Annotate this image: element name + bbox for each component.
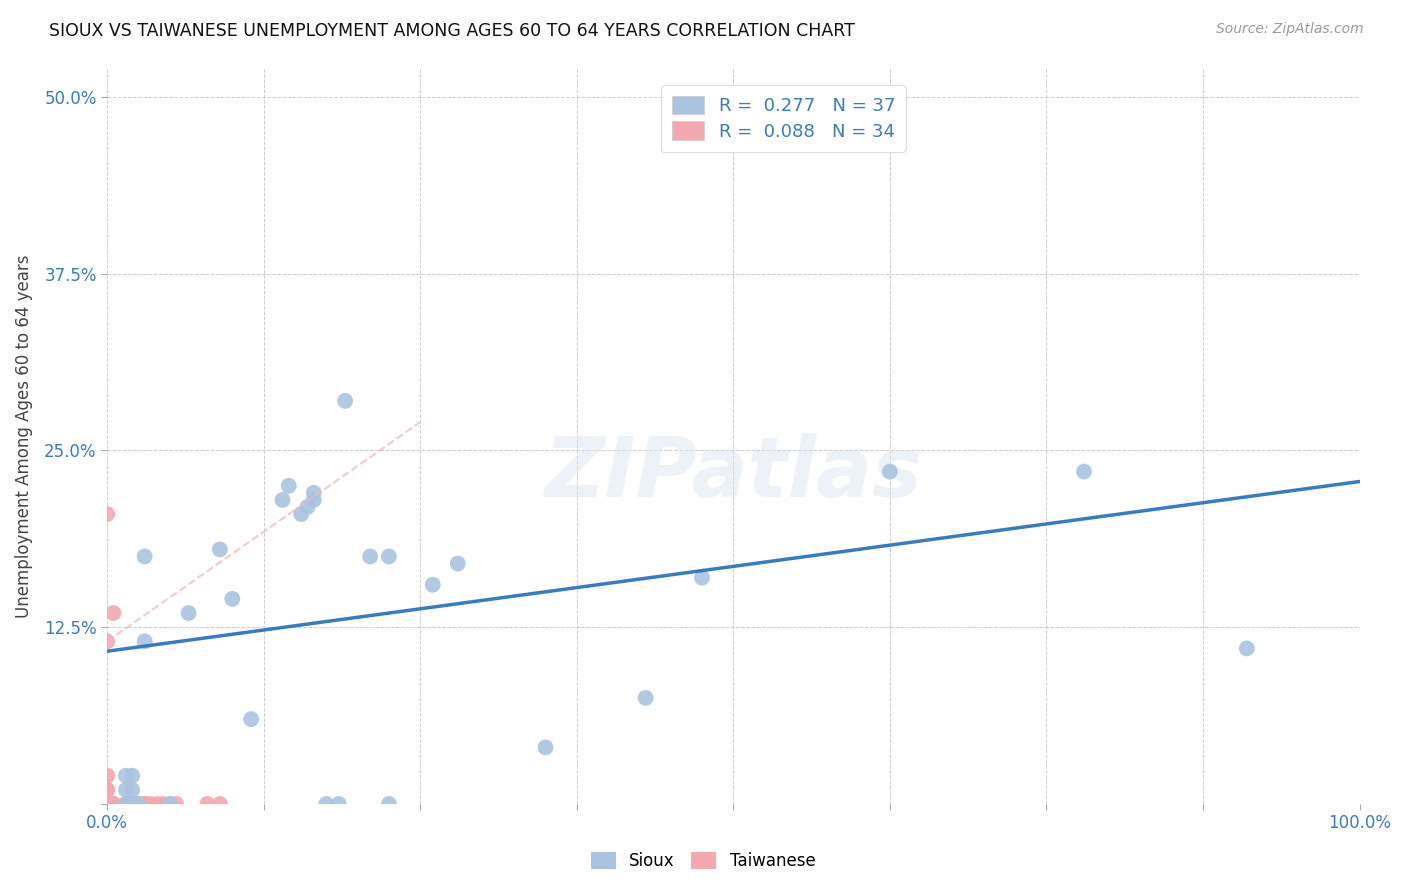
Point (277, 479, 299, 493)
Point (127, 797, 149, 811)
Text: SIOUX VS TAIWANESE UNEMPLOYMENT AMONG AGES 60 TO 64 YEARS CORRELATION CHART: SIOUX VS TAIWANESE UNEMPLOYMENT AMONG AG… (49, 22, 855, 40)
Point (378, 549, 401, 564)
Point (134, 797, 156, 811)
Point (271, 492, 294, 507)
Point (195, 797, 218, 811)
Point (315, 797, 337, 811)
Point (127, 797, 149, 811)
Point (121, 769, 143, 783)
Point (139, 797, 162, 811)
Point (115, 797, 138, 811)
Point (103, 797, 125, 811)
Point (302, 485, 325, 500)
Point (208, 542, 231, 557)
Point (134, 797, 156, 811)
Point (96, 797, 118, 811)
Point (103, 606, 125, 620)
Point (208, 797, 231, 811)
Point (115, 797, 138, 811)
Legend: R =  0.277   N = 37, R =  0.088   N = 34: R = 0.277 N = 37, R = 0.088 N = 34 (661, 85, 905, 152)
Point (127, 797, 149, 811)
Point (297, 500, 319, 514)
Point (103, 797, 125, 811)
Point (422, 578, 444, 592)
Point (96, 797, 118, 811)
Point (159, 797, 181, 811)
Point (152, 797, 174, 811)
Point (146, 797, 169, 811)
Text: ZIPatlas: ZIPatlas (544, 433, 922, 514)
Point (534, 740, 557, 755)
Point (121, 797, 143, 811)
Point (302, 492, 325, 507)
Point (134, 634, 156, 648)
Point (879, 465, 901, 479)
Point (96, 797, 118, 811)
Point (115, 769, 138, 783)
Point (121, 782, 143, 797)
Point (121, 797, 143, 811)
Point (134, 549, 156, 564)
Point (165, 797, 187, 811)
Point (333, 393, 356, 408)
Point (121, 797, 143, 811)
Point (290, 507, 312, 521)
Point (96, 769, 118, 783)
Point (103, 797, 125, 811)
Point (447, 557, 470, 571)
Point (378, 797, 401, 811)
Point (103, 797, 125, 811)
Point (634, 690, 657, 705)
Point (240, 712, 263, 726)
Point (177, 606, 200, 620)
Point (1073, 465, 1095, 479)
Point (328, 797, 350, 811)
Point (1236, 641, 1258, 656)
Point (96, 634, 118, 648)
Point (115, 782, 138, 797)
Point (96, 797, 118, 811)
Point (96, 507, 118, 521)
Point (115, 797, 138, 811)
Point (359, 549, 381, 564)
Legend: Sioux, Taiwanese: Sioux, Taiwanese (583, 845, 823, 877)
Point (96, 797, 118, 811)
Point (127, 797, 149, 811)
Point (221, 591, 243, 606)
Point (96, 782, 118, 797)
Point (127, 797, 149, 811)
Point (159, 797, 181, 811)
Point (723, 120, 745, 135)
Point (121, 797, 143, 811)
Text: Source: ZipAtlas.com: Source: ZipAtlas.com (1216, 22, 1364, 37)
Point (121, 797, 143, 811)
Y-axis label: Unemployment Among Ages 60 to 64 years: Unemployment Among Ages 60 to 64 years (15, 254, 32, 618)
Point (96, 797, 118, 811)
Point (690, 571, 713, 585)
Point (103, 797, 125, 811)
Point (96, 782, 118, 797)
